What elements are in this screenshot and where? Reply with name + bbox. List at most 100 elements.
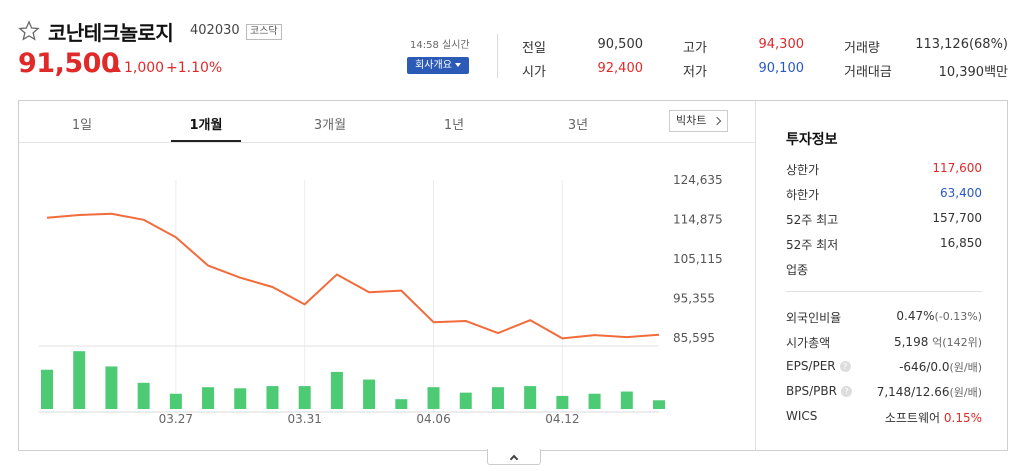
volume-bar xyxy=(620,391,633,409)
eps-per-label-text: EPS/PER xyxy=(786,359,836,373)
high-label: 고가 xyxy=(683,41,707,56)
eps-per-label: EPS/PER? xyxy=(786,359,851,373)
y-tick-label: 114,875 xyxy=(673,213,723,227)
volume-bar xyxy=(202,387,215,409)
y-tick-label: 124,635 xyxy=(673,173,723,187)
prev-close-label: 전일 xyxy=(522,41,546,56)
bps-pbr-value: 7,148/12.66(원/배) xyxy=(877,384,982,400)
volume-bar xyxy=(653,400,665,409)
favorite-star-icon[interactable] xyxy=(18,20,40,42)
tab-1day[interactable]: 1일 xyxy=(71,118,93,133)
bps-pbr-label: BPS/PBR? xyxy=(786,384,852,398)
chart-canvas: 124,635 114,875 105,115 95,355 85,595 03.27 03… xyxy=(39,173,723,426)
collapse-button[interactable] xyxy=(487,449,541,465)
divider xyxy=(786,291,982,292)
price-change: 1,000 xyxy=(111,60,164,76)
volume-bar xyxy=(427,387,440,409)
upper-limit-label: 상한가 xyxy=(786,163,820,177)
y-tick-label: 95,355 xyxy=(673,292,715,306)
bps-pbr-label-text: BPS/PBR xyxy=(786,384,837,398)
wics-sector[interactable]: 소프트웨어 xyxy=(884,411,941,425)
volume-bar xyxy=(491,387,504,409)
eps-per-unit: (원/배) xyxy=(949,361,982,374)
amount-value: 10,390백만 xyxy=(938,65,1008,80)
volume-bar xyxy=(395,399,408,409)
price-change-pct: +1.10% xyxy=(166,60,223,76)
low-value: 90,100 xyxy=(758,61,805,76)
wics-pct: 0.15% xyxy=(943,411,982,425)
open-label: 시가 xyxy=(522,65,546,80)
realtime-timestamp: 14:58 실시간 xyxy=(410,40,470,51)
wics-label: WICS xyxy=(786,409,818,423)
period-tabs: 1일 1개월 3개월 1년 3년 빅차트 xyxy=(19,101,755,143)
divider xyxy=(755,101,756,450)
x-tick-label: 04.06 xyxy=(416,412,450,426)
x-tick-label: 03.27 xyxy=(159,412,193,426)
bps-pbr-unit: (원/배) xyxy=(949,386,982,399)
active-tab-indicator xyxy=(171,140,241,142)
volume-bar xyxy=(524,386,537,409)
high52-label: 52주 최고 xyxy=(786,213,839,227)
high-value: 94,300 xyxy=(758,37,805,52)
current-price: 91,500 xyxy=(18,48,120,79)
eps-per-amount: -646/0.0 xyxy=(899,360,950,374)
market-cap-rank: 억(142위) xyxy=(932,336,982,349)
tab-1month[interactable]: 1개월 xyxy=(189,118,223,133)
volume-bar xyxy=(588,393,601,409)
low52-value: 16,850 xyxy=(940,236,982,250)
price-chart[interactable]: 124,635 114,875 105,115 95,355 85,595 03.27 03… xyxy=(19,144,755,450)
help-icon[interactable]: ? xyxy=(839,361,851,372)
volume-bar xyxy=(266,386,279,409)
market-cap-value: 5,198 억(142위) xyxy=(894,334,982,350)
foreign-ratio-label: 외국인비율 xyxy=(786,311,842,325)
open-value: 92,400 xyxy=(597,61,644,76)
y-tick-label: 105,115 xyxy=(673,252,723,266)
tab-3year[interactable]: 3년 xyxy=(567,118,589,133)
foreign-ratio-change: (-0.13%) xyxy=(934,310,983,323)
volume-bar xyxy=(234,388,247,409)
industry-label: 업종 xyxy=(786,263,809,277)
volume-bar xyxy=(459,392,472,409)
up-arrow-icon xyxy=(111,63,121,72)
chevron-right-icon xyxy=(712,116,722,126)
investment-info: 투자정보 상한가 117,600 하한가 63,400 52주 최고 157,7… xyxy=(756,101,1007,450)
stock-name: 코난테크놀로지 xyxy=(48,21,174,45)
price-line xyxy=(46,212,660,340)
big-chart-button[interactable]: 빅차트 xyxy=(669,110,728,132)
company-overview-label: 회사개요 xyxy=(415,60,452,71)
investment-title: 투자정보 xyxy=(786,132,838,148)
volume-bar xyxy=(298,386,311,409)
low52-label: 52주 최저 xyxy=(786,238,839,252)
company-overview-button[interactable]: 회사개요 xyxy=(407,57,469,74)
tab-1year[interactable]: 1년 xyxy=(443,118,465,133)
market-cap-label: 시가총액 xyxy=(786,336,831,350)
foreign-ratio-pct: 0.47% xyxy=(896,309,935,323)
price-change-value: 1,000 xyxy=(124,60,165,76)
lower-limit-label: 하한가 xyxy=(786,188,820,202)
market-cap-amount: 5,198 xyxy=(893,335,929,349)
volume-bar xyxy=(556,395,569,409)
chart-panel: 1일 1개월 3개월 1년 3년 빅차트 124,635 114,875 105,1… xyxy=(18,100,1008,451)
prev-close-value: 90,500 xyxy=(597,37,644,52)
foreign-ratio-value: 0.47%(-0.13%) xyxy=(896,309,982,323)
low-label: 저가 xyxy=(683,65,707,80)
volume-bar xyxy=(73,351,86,409)
volume-bar xyxy=(41,369,53,409)
market-badge: 코스닥 xyxy=(246,24,282,40)
tab-3month[interactable]: 3개월 xyxy=(313,118,347,133)
lower-limit-value: 63,400 xyxy=(940,186,982,200)
x-tick-label: 03.31 xyxy=(288,412,322,426)
big-chart-label: 빅차트 xyxy=(676,114,707,127)
volume-bar xyxy=(105,366,118,409)
x-tick-label: 04.12 xyxy=(545,412,579,426)
help-icon[interactable]: ? xyxy=(840,386,852,397)
volume-value: 113,126(68%) xyxy=(915,37,1008,52)
divider xyxy=(497,34,498,78)
bps-pbr-amount: 7,148/12.66 xyxy=(876,385,950,399)
stock-code: 402030 xyxy=(190,23,240,38)
volume-label: 거래량 xyxy=(844,41,880,56)
volume-bar xyxy=(169,393,182,409)
amount-label: 거래대금 xyxy=(844,65,892,80)
high52-value: 157,700 xyxy=(932,211,982,225)
eps-per-value: -646/0.0(원/배) xyxy=(899,359,982,375)
